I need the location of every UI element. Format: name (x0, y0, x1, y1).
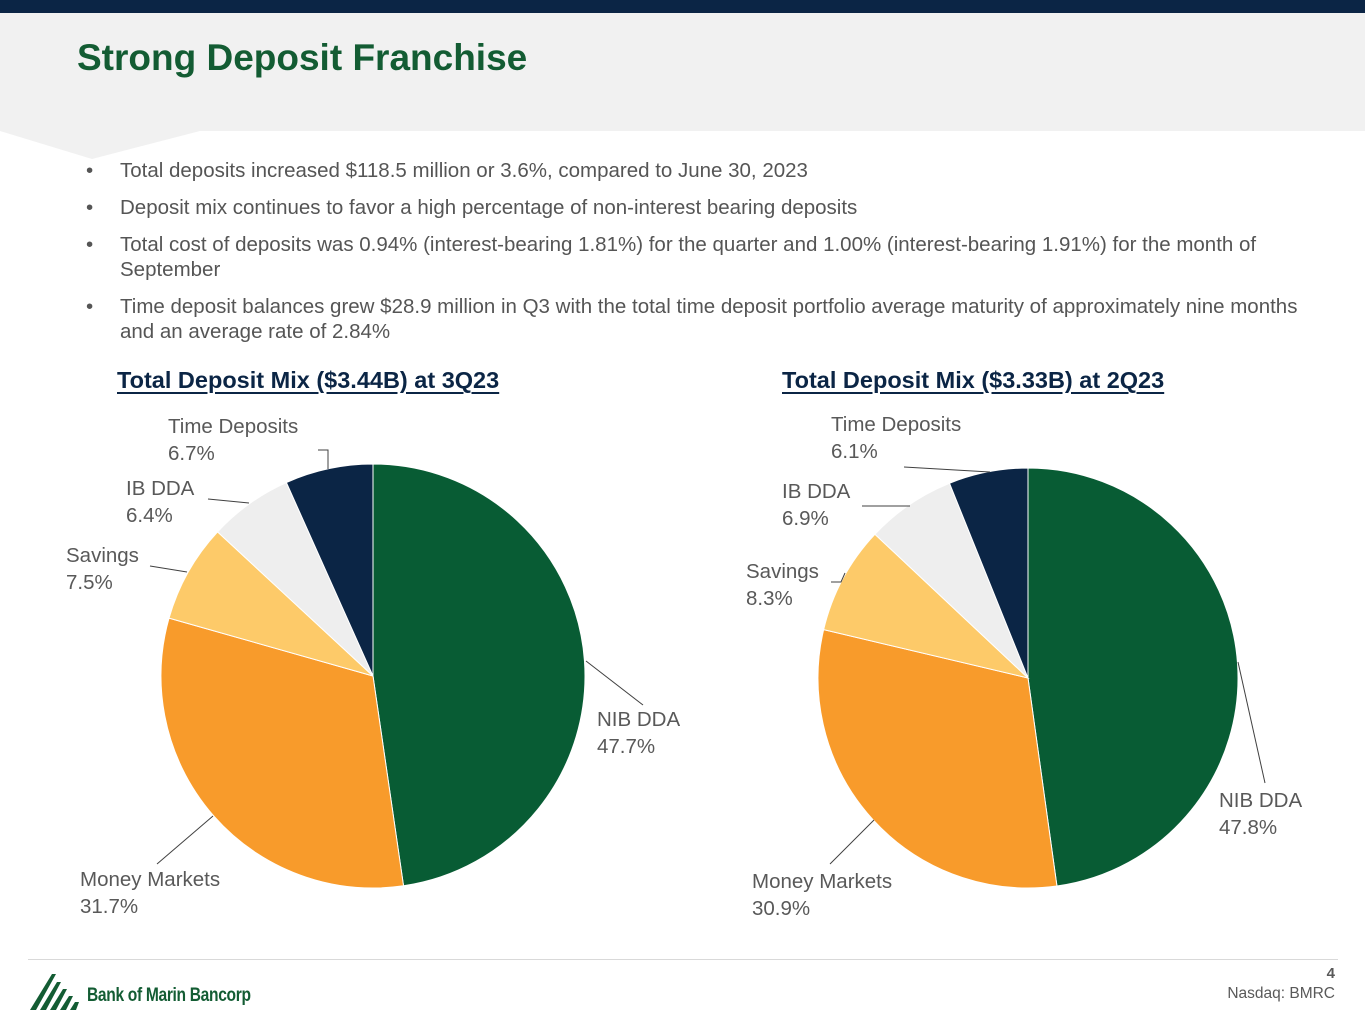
chart-title-3q23: Total Deposit Mix ($3.44B) at 3Q23 (117, 367, 500, 393)
slice-value-nib-dda: 47.8% (1219, 816, 1277, 839)
slice-value-savings: 8.3% (746, 587, 793, 610)
pie-slice-time-deposits (285, 463, 374, 677)
slice-value-ib-dda: 6.4% (126, 504, 173, 527)
header-notch (0, 131, 200, 159)
leader-line-money-markets (156, 815, 214, 865)
pie-slice-money-markets (160, 617, 405, 889)
slice-value-ib-dda: 6.9% (782, 507, 829, 530)
slice-label-time-deposits: Time Deposits (168, 415, 298, 438)
slice-label-time-deposits: Time Deposits (831, 413, 961, 436)
slice-label-ib-dda: IB DDA (126, 477, 195, 500)
slice-value-money-markets: 30.9% (752, 897, 810, 920)
slice-value-savings: 7.5% (66, 571, 113, 594)
pie-chart-3q23: NIB DDA 47.7% Money Markets 31.7% Savings 7.5… (66, 415, 680, 918)
pie-slice-money-markets (817, 629, 1058, 889)
bullet-text: Total cost of deposits was 0.94% (intere… (120, 233, 1257, 281)
bullet-marker: • (86, 233, 94, 256)
leader-line-ib-dda (207, 498, 250, 504)
page-number: 4 (1326, 965, 1335, 982)
slice-label-savings: Savings (746, 560, 819, 583)
bullet-item: • Total cost of deposits was 0.94% (inter… (86, 232, 1316, 282)
slide-title: Strong Deposit Franchise (77, 37, 528, 78)
slice-value-money-markets: 31.7% (80, 895, 138, 918)
pie-slice-nib-dda (372, 463, 586, 887)
bullet-text: Time deposit balances grew $28.9 million… (120, 295, 1298, 343)
top-bar (0, 0, 1365, 13)
bullet-marker: • (86, 159, 94, 182)
footer-divider (28, 959, 1338, 960)
leader-line-nib-dda (1237, 661, 1266, 784)
leader-line-savings (831, 572, 846, 583)
pie-slice-savings (168, 531, 374, 677)
pie-chart-2q23: NIB DDA 47.8% Money Markets 30.9% Savings 8.3… (746, 413, 1302, 920)
pie-slice-nib-dda (1027, 467, 1239, 887)
slice-value-nib-dda: 47.7% (597, 735, 655, 758)
bullet-item: • Total deposits increased $118.5 million… (86, 158, 1316, 183)
bank-logo-icon (30, 974, 79, 1010)
company-name: Bank of Marin Bancorp (87, 985, 251, 1006)
slice-value-time-deposits: 6.7% (168, 442, 215, 465)
leader-line-time-deposits (903, 466, 991, 473)
chart-title-2q23: Total Deposit Mix ($3.33B) at 2Q23 (782, 367, 1165, 393)
slice-value-time-deposits: 6.1% (831, 440, 878, 463)
bullet-list: • Total deposits increased $118.5 million… (86, 158, 1316, 356)
slice-label-nib-dda: NIB DDA (597, 708, 680, 731)
bullet-marker: • (86, 196, 94, 219)
bullet-item: • Time deposit balances grew $28.9 millio… (86, 294, 1316, 344)
slice-label-ib-dda: IB DDA (782, 480, 851, 503)
leader-line-savings (149, 565, 188, 573)
slice-label-money-markets: Money Markets (752, 870, 892, 893)
bullet-item: • Deposit mix continues to favor a high p… (86, 195, 1316, 220)
slice-label-money-markets: Money Markets (80, 868, 220, 891)
bullet-marker: • (86, 295, 94, 318)
bullet-text: Deposit mix continues to favor a high pe… (120, 196, 858, 219)
slice-label-savings: Savings (66, 544, 139, 567)
leader-line-money-markets (829, 819, 875, 865)
bullet-text: Total deposits increased $118.5 million … (120, 159, 808, 182)
ticker: Nasdaq: BMRC (1227, 985, 1335, 1002)
leader-line-nib-dda (585, 660, 644, 706)
leader-line-time-deposits (318, 449, 329, 469)
slice-label-nib-dda: NIB DDA (1219, 789, 1302, 812)
header-band (0, 13, 1365, 131)
